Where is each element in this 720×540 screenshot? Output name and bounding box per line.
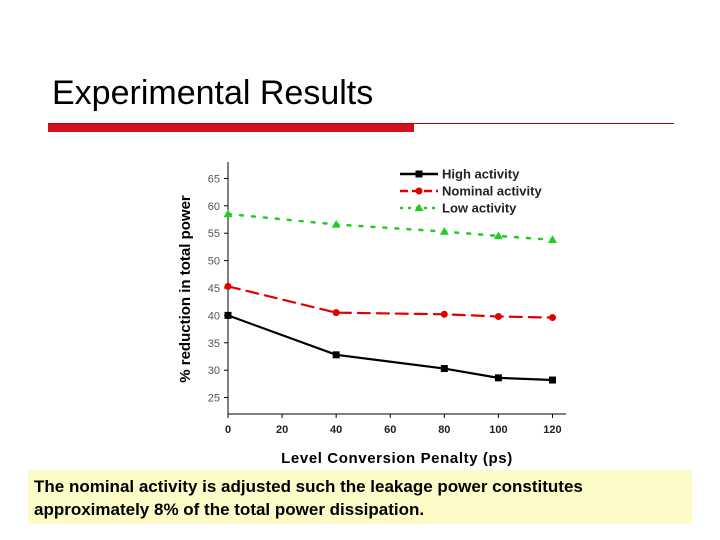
chart-svg: 25 30 35 40 45 50 55 60 65 0 20 40 60 80 100 120 High a… <box>148 148 568 470</box>
nominal-activity-point <box>548 314 556 322</box>
low-activity-legend-marker <box>414 203 424 212</box>
x-tick-label: 20 <box>276 424 288 436</box>
y-tick-label: 50 <box>208 256 220 268</box>
high-activity-point <box>494 374 502 382</box>
x-tick-label: 120 <box>543 424 561 436</box>
x-tick-label: 40 <box>330 424 342 436</box>
nominal-activity-legend-marker <box>415 187 423 195</box>
low-activity-point <box>331 219 341 228</box>
y-tick-label: 40 <box>208 310 220 322</box>
y-axis-label: % reduction in total power <box>177 195 194 383</box>
x-tick-label: 0 <box>225 424 231 436</box>
nominal-activity-point <box>440 310 448 318</box>
x-tick-label: 100 <box>489 424 507 436</box>
low-activity-point <box>223 209 233 218</box>
x-axis-label: Level Conversion Penalty (ps) <box>281 450 513 467</box>
nominal-activity-point <box>494 312 502 320</box>
caption-text: The nominal activity is adjusted such th… <box>34 477 583 519</box>
high-activity-legend-marker <box>415 170 423 178</box>
y-tick-label: 30 <box>208 365 220 377</box>
x-tick-label: 80 <box>438 424 450 436</box>
low-activity-point <box>547 235 557 243</box>
y-tick-label: 45 <box>208 283 220 295</box>
y-tick-label: 60 <box>208 201 220 213</box>
low-activity-legend-label: Low activity <box>442 201 517 216</box>
x-tick-label: 60 <box>384 424 396 436</box>
slide-title: Experimental Results <box>52 74 374 112</box>
high-activity-point <box>224 311 232 319</box>
nominal-activity-point <box>332 309 340 317</box>
y-tick-label: 55 <box>208 228 220 240</box>
high-activity-legend-label: High activity <box>442 167 520 182</box>
y-tick-label: 35 <box>208 338 220 350</box>
high-activity-point <box>548 376 556 384</box>
low-activity-point <box>439 227 449 235</box>
title-underline-accent <box>48 124 414 132</box>
high-activity-point <box>332 351 340 359</box>
high-activity-point <box>440 365 448 373</box>
y-tick-label: 65 <box>208 173 220 185</box>
y-tick-label: 25 <box>208 393 220 405</box>
nominal-activity-point <box>224 282 232 290</box>
low-activity-point <box>493 231 503 240</box>
caption-box: The nominal activity is adjusted such th… <box>28 470 692 524</box>
power-reduction-chart: 25 30 35 40 45 50 55 60 65 0 20 40 60 80 100 120 High a… <box>148 148 568 470</box>
nominal-activity-legend-label: Nominal activity <box>442 184 542 199</box>
title-underline-thin <box>48 123 674 124</box>
